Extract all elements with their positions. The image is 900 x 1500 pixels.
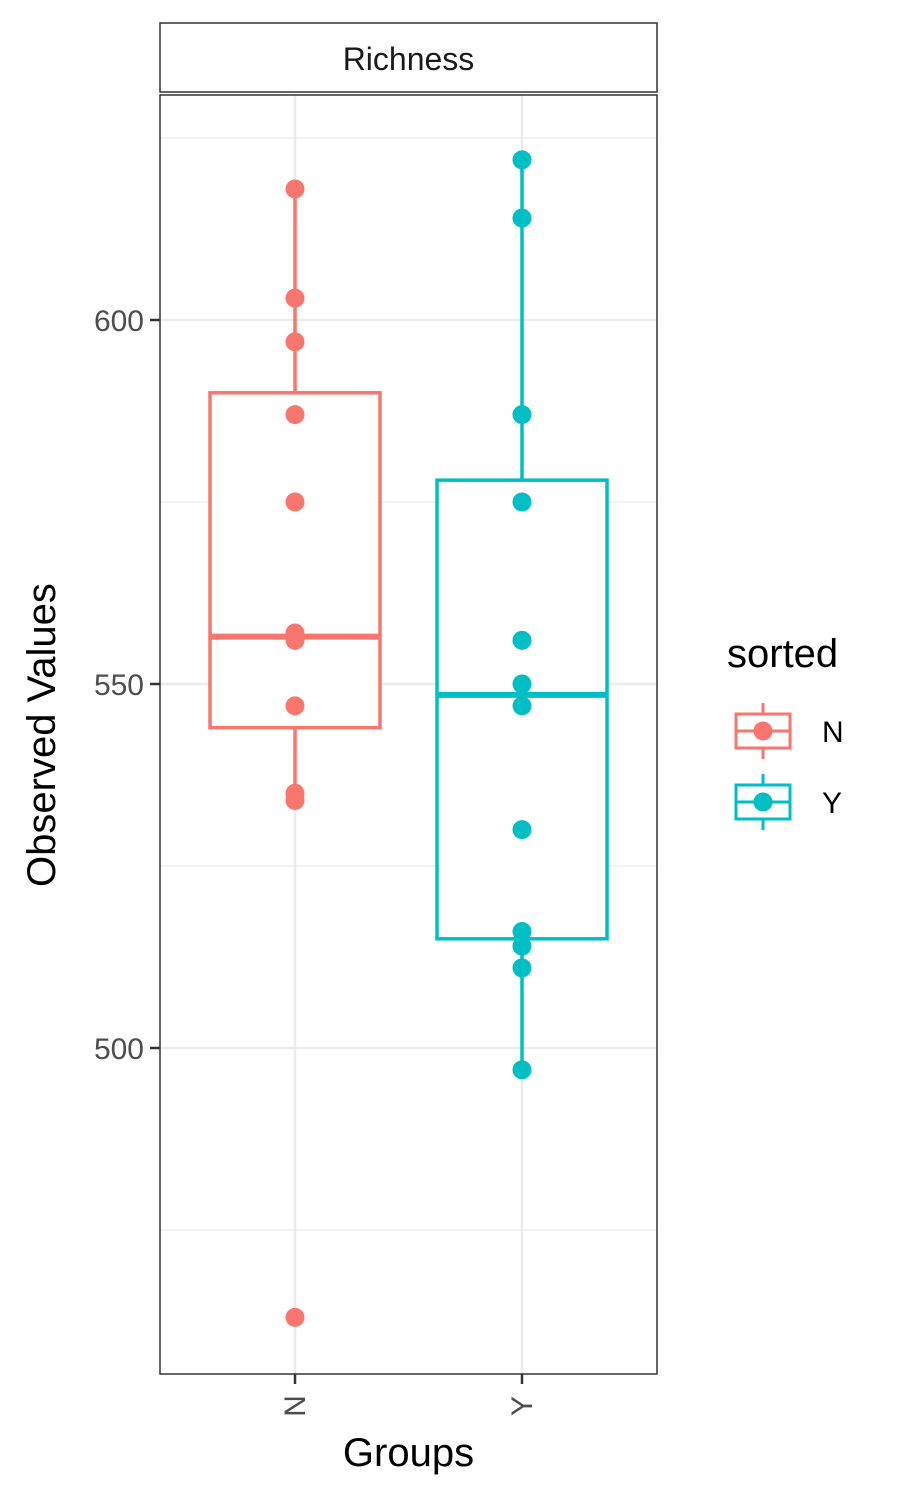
data-point <box>512 1060 532 1080</box>
data-point <box>285 179 305 199</box>
data-point <box>512 958 532 978</box>
plot-panel <box>159 94 658 1375</box>
data-point <box>512 208 532 228</box>
x-tick-label: N <box>279 1395 312 1417</box>
data-point <box>285 288 305 308</box>
data-point <box>285 492 305 512</box>
facet-strip <box>159 22 658 93</box>
legend-key-point <box>753 792 773 812</box>
data-point <box>512 922 532 942</box>
data-point <box>512 820 532 840</box>
data-point <box>285 332 305 352</box>
legend-label: Y <box>822 787 842 820</box>
data-point <box>512 492 532 512</box>
y-tick-label: 550 <box>94 669 144 702</box>
data-point <box>512 674 532 694</box>
data-point <box>285 405 305 425</box>
data-point <box>285 630 305 650</box>
legend-title: sorted <box>727 632 838 676</box>
legend-key-point <box>753 721 773 741</box>
x-tick-label: Y <box>506 1396 539 1416</box>
boxplot-N <box>208 188 382 801</box>
legend: NY <box>734 703 844 830</box>
y-axis-title: Observed Values <box>20 583 64 887</box>
data-point <box>512 630 532 650</box>
data-point <box>285 790 305 810</box>
data-point <box>512 150 532 170</box>
legend-key-Y <box>734 774 792 830</box>
data-point <box>285 1307 305 1327</box>
y-tick-label: 500 <box>94 1033 144 1066</box>
x-axis-title: Groups <box>343 1431 474 1475</box>
y-axis: 500 550 600 <box>94 305 160 1066</box>
box <box>208 391 382 730</box>
legend-label: N <box>822 716 844 749</box>
data-point <box>512 936 532 956</box>
data-point <box>512 696 532 716</box>
y-tick-label: 600 <box>94 305 144 338</box>
data-point <box>512 405 532 425</box>
data-point <box>285 696 305 716</box>
data-points <box>285 150 532 1327</box>
legend-key-N <box>734 703 792 759</box>
facet-label: Richness <box>343 41 475 77</box>
